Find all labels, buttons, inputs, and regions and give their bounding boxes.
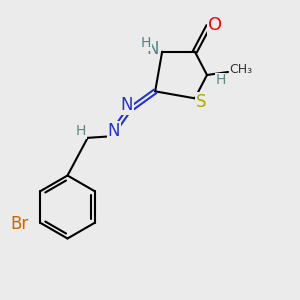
Text: H: H [140, 36, 151, 50]
Text: S: S [196, 93, 207, 111]
Text: N: N [120, 96, 133, 114]
Text: Br: Br [10, 215, 28, 233]
Text: O: O [208, 16, 222, 34]
Text: H: H [76, 124, 86, 138]
Text: N: N [146, 40, 159, 58]
Text: N: N [107, 122, 120, 140]
Text: CH₃: CH₃ [230, 63, 253, 76]
Text: H: H [215, 74, 226, 87]
